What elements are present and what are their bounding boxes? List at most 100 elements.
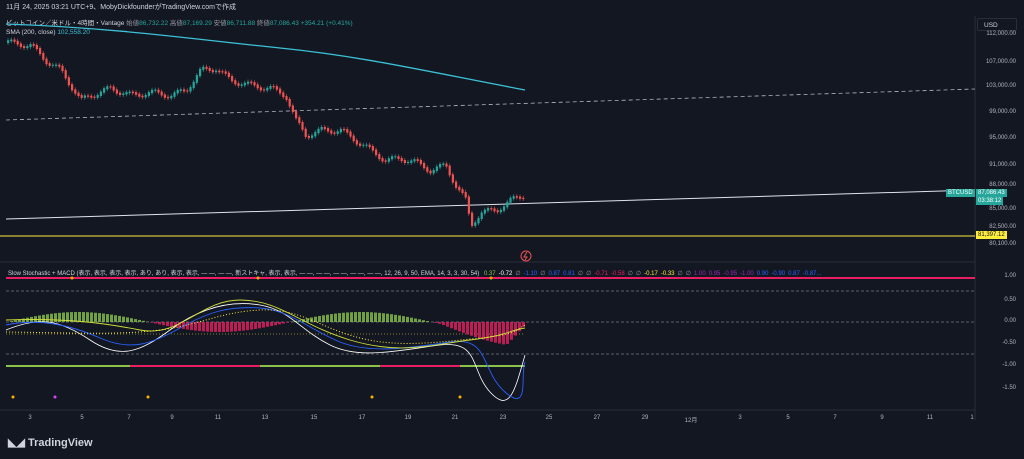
histogram-bar bbox=[126, 317, 129, 322]
time-axis-label: 13 bbox=[261, 415, 269, 421]
indicator-axis-label: 1.00 bbox=[1004, 273, 1016, 279]
candle bbox=[487, 208, 490, 211]
histogram-bar bbox=[498, 322, 501, 344]
price-axis-label: 85,000.00 bbox=[989, 206, 1016, 212]
histogram-bar bbox=[446, 322, 449, 327]
histogram-bar bbox=[510, 322, 513, 340]
time-axis-label: 7 bbox=[833, 415, 837, 421]
price-axis-label: 95,000.00 bbox=[989, 135, 1016, 141]
histogram-bar bbox=[134, 319, 137, 322]
candle bbox=[279, 88, 282, 94]
histogram-bar bbox=[106, 314, 109, 322]
candle bbox=[189, 87, 192, 92]
histogram-bar bbox=[38, 315, 41, 322]
candle bbox=[80, 95, 83, 98]
histogram-bar bbox=[158, 322, 161, 325]
candle bbox=[397, 156, 400, 159]
tradingview-logo[interactable]: ◣◢ TradingView bbox=[8, 437, 93, 449]
candle bbox=[301, 122, 304, 130]
histogram-bar bbox=[338, 313, 341, 322]
candle bbox=[227, 72, 230, 77]
histogram-bar bbox=[70, 312, 73, 322]
candle bbox=[304, 128, 307, 137]
candle bbox=[314, 132, 317, 137]
time-axis-label: 1 bbox=[970, 415, 974, 421]
candle bbox=[109, 86, 112, 88]
time-axis-label: 9 bbox=[170, 415, 174, 421]
histogram-bar bbox=[178, 322, 181, 329]
sma-legend[interactable]: SMA (200, close) 102,558.20 bbox=[6, 29, 90, 36]
time-axis-label: 5 bbox=[786, 415, 790, 421]
indicator-value: -0.17 bbox=[644, 271, 658, 277]
histogram-bar bbox=[342, 312, 345, 322]
indicator-value: ∅ bbox=[635, 271, 642, 277]
candle bbox=[237, 83, 240, 86]
histogram-bar bbox=[274, 322, 277, 326]
candle bbox=[333, 132, 336, 134]
currency-button[interactable]: USD bbox=[977, 18, 1017, 31]
candle bbox=[74, 89, 77, 94]
histogram-bar bbox=[422, 320, 425, 322]
histogram-bar bbox=[410, 317, 413, 322]
candle bbox=[471, 212, 474, 226]
candle bbox=[39, 48, 42, 55]
candle bbox=[106, 86, 109, 90]
time-axis-label: 3 bbox=[738, 415, 742, 421]
price-axis-label: 82,500.00 bbox=[989, 224, 1016, 230]
histogram-bar bbox=[282, 322, 285, 324]
candle bbox=[138, 93, 141, 97]
time-axis-label: 25 bbox=[545, 415, 553, 421]
indicator-values: 0.37 -0.72 ∅ -1.10 ∅ 0.87 0.81 ∅ ∅ -0.71 -0.58 ∅ ∅ -0… bbox=[484, 271, 825, 277]
indicator-axis-label: 0.00 bbox=[1004, 318, 1016, 324]
histogram-bar bbox=[190, 322, 193, 331]
histogram-bar bbox=[186, 322, 189, 330]
histogram-bar bbox=[46, 314, 49, 322]
indicator-value: -0.33 bbox=[660, 271, 675, 277]
symbol-name[interactable]: ビットコイン／米ドル・4時間・Vantage bbox=[6, 20, 125, 27]
candle bbox=[215, 70, 218, 73]
candle bbox=[173, 92, 176, 97]
candle bbox=[403, 160, 406, 164]
histogram-bar bbox=[414, 318, 417, 322]
candle bbox=[371, 146, 374, 151]
candle bbox=[26, 46, 29, 49]
histogram-bar bbox=[22, 318, 25, 322]
histogram-bar bbox=[246, 322, 249, 331]
candle bbox=[42, 53, 45, 60]
histogram-bar bbox=[94, 312, 97, 322]
histogram-bar bbox=[130, 318, 133, 322]
sma-line bbox=[5, 23, 526, 91]
histogram-bar bbox=[350, 312, 353, 322]
alert-icon bbox=[520, 250, 532, 262]
histogram-bar bbox=[434, 322, 437, 323]
indicator-value: -1.10 bbox=[523, 271, 538, 277]
candle bbox=[144, 94, 147, 98]
indicator-value: ∅ bbox=[677, 271, 683, 277]
histogram-bar bbox=[174, 322, 177, 328]
candle bbox=[19, 43, 22, 48]
histogram-bar bbox=[194, 322, 197, 331]
indicator-legend[interactable]: Slow Stochastic + MACD (表示, 表示, 表示, 表示, … bbox=[8, 268, 828, 277]
candle bbox=[202, 66, 205, 70]
candle bbox=[429, 170, 432, 174]
candle bbox=[480, 212, 483, 219]
candle bbox=[490, 208, 493, 210]
histogram-bar bbox=[366, 312, 369, 322]
histogram-bar bbox=[142, 320, 145, 322]
histogram-bar bbox=[14, 320, 17, 322]
candle bbox=[208, 67, 211, 71]
stoch-d-line bbox=[5, 307, 526, 400]
candle bbox=[170, 95, 173, 99]
time-axis-label: 3 bbox=[28, 415, 32, 421]
candle bbox=[323, 127, 326, 130]
candle bbox=[282, 92, 285, 98]
candle bbox=[381, 158, 384, 162]
candle bbox=[125, 92, 128, 95]
candle bbox=[336, 131, 339, 134]
histogram-bar bbox=[286, 322, 289, 323]
indicator-value: -0.87... bbox=[802, 271, 822, 277]
histogram-bar bbox=[346, 312, 349, 322]
candle bbox=[266, 87, 269, 91]
histogram-bar bbox=[458, 322, 461, 332]
